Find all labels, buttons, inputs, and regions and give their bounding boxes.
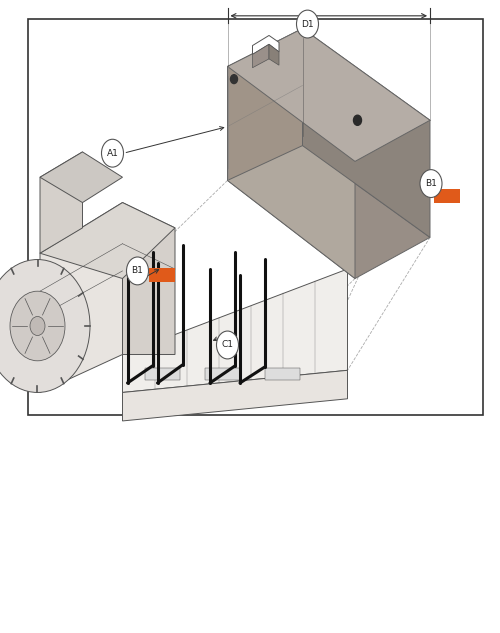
Text: B1: B1 bbox=[132, 266, 143, 275]
Bar bbox=[265, 368, 300, 380]
Bar bbox=[145, 368, 180, 380]
Bar bbox=[28, 19, 482, 415]
Bar bbox=[149, 268, 175, 282]
Polygon shape bbox=[122, 370, 348, 421]
Circle shape bbox=[0, 260, 90, 392]
Polygon shape bbox=[252, 44, 269, 68]
Bar bbox=[434, 189, 460, 203]
Circle shape bbox=[216, 331, 238, 359]
Text: D1: D1 bbox=[301, 20, 314, 28]
Circle shape bbox=[102, 139, 124, 167]
Polygon shape bbox=[269, 44, 279, 65]
Circle shape bbox=[10, 291, 65, 361]
Bar bbox=[205, 368, 240, 380]
Polygon shape bbox=[40, 152, 122, 203]
Circle shape bbox=[354, 115, 362, 125]
Circle shape bbox=[230, 75, 237, 84]
Circle shape bbox=[420, 170, 442, 197]
Polygon shape bbox=[228, 146, 430, 279]
Polygon shape bbox=[40, 152, 82, 253]
Polygon shape bbox=[40, 203, 122, 392]
Circle shape bbox=[296, 10, 318, 38]
Polygon shape bbox=[302, 28, 430, 237]
Text: C1: C1 bbox=[222, 341, 234, 349]
Polygon shape bbox=[252, 35, 279, 54]
Polygon shape bbox=[228, 28, 302, 180]
Polygon shape bbox=[122, 203, 175, 354]
Text: B1: B1 bbox=[425, 179, 437, 188]
Circle shape bbox=[30, 316, 45, 335]
Polygon shape bbox=[122, 269, 348, 392]
Polygon shape bbox=[228, 66, 355, 279]
Polygon shape bbox=[228, 28, 430, 161]
Text: A1: A1 bbox=[106, 149, 118, 158]
Circle shape bbox=[126, 257, 148, 285]
Polygon shape bbox=[40, 203, 175, 279]
